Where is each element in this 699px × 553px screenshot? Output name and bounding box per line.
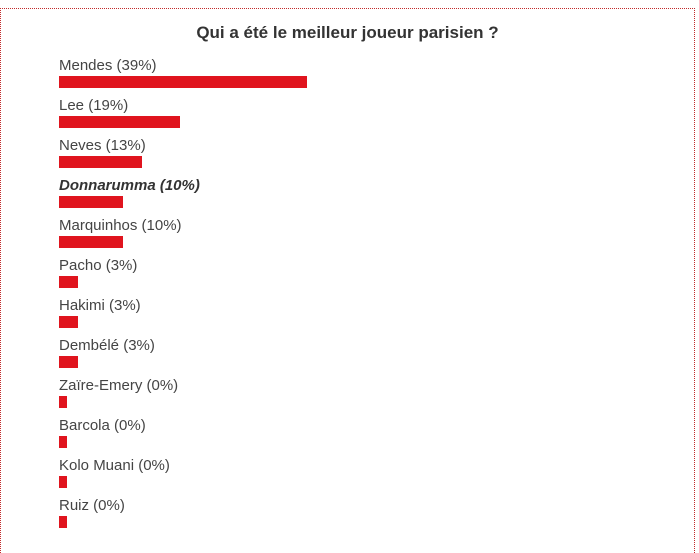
option-bar [59, 76, 307, 88]
option-label: Lee (19%) [59, 97, 129, 114]
option-label: Mendes (39%) [59, 57, 157, 74]
option-label: Kolo Muani (0%) [59, 457, 170, 474]
option-label: Hakimi (3%) [59, 297, 141, 314]
poll-option: Donnarumma (10%) [59, 177, 659, 217]
poll-option: Ruiz (0%) [59, 497, 659, 537]
poll-option: Lee (19%) [59, 97, 659, 137]
poll-widget: Qui a été le meilleur joueur parisien ? … [0, 8, 695, 553]
option-label: Marquinhos (10%) [59, 217, 182, 234]
poll-option: Mendes (39%) [59, 57, 659, 97]
option-bar [59, 476, 67, 488]
poll-option: Marquinhos (10%) [59, 217, 659, 257]
option-label: Donnarumma (10%) [59, 177, 200, 194]
poll-option: Dembélé (3%) [59, 337, 659, 377]
option-bar [59, 196, 123, 208]
option-label: Zaïre-Emery (0%) [59, 377, 179, 394]
poll-title: Qui a été le meilleur joueur parisien ? [196, 23, 499, 42]
option-bar [59, 396, 67, 408]
option-bar [59, 356, 78, 368]
option-bar [59, 236, 123, 248]
poll-option: Zaïre-Emery (0%) [59, 377, 659, 417]
option-label: Ruiz (0%) [59, 497, 125, 514]
option-bar [59, 276, 78, 288]
poll-option: Kolo Muani (0%) [59, 457, 659, 497]
poll-option: Hakimi (3%) [59, 297, 659, 337]
option-bar [59, 516, 67, 528]
option-bar [59, 156, 142, 168]
poll-option: Pacho (3%) [59, 257, 659, 297]
option-bar [59, 436, 67, 448]
option-label: Pacho (3%) [59, 257, 138, 274]
poll-option: Neves (13%) [59, 137, 659, 177]
option-label: Neves (13%) [59, 137, 146, 154]
option-label: Dembélé (3%) [59, 337, 155, 354]
poll-option: Barcola (0%) [59, 417, 659, 457]
option-label: Barcola (0%) [59, 417, 146, 434]
poll-options: Mendes (39%) Lee (19%) Neves (13%) Donnarum… [59, 57, 659, 537]
option-bar [59, 316, 78, 328]
option-bar [59, 116, 180, 128]
